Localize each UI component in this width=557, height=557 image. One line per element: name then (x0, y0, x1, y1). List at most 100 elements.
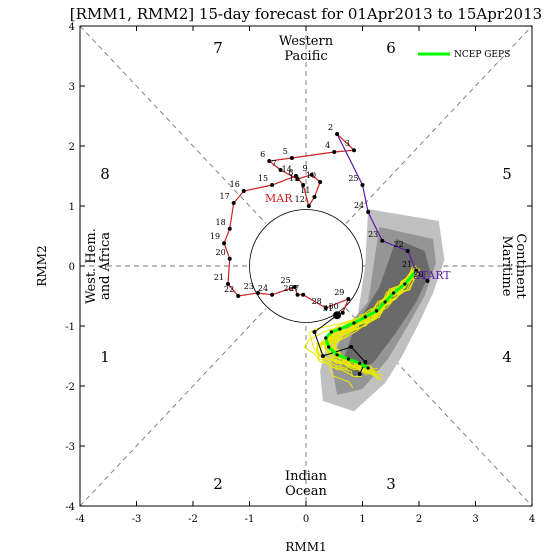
march-day-day-label: 5 (283, 147, 288, 156)
y-tick-label: 4 (69, 22, 75, 33)
march-day-point (255, 291, 260, 295)
march-day-day-label: 12 (295, 195, 305, 204)
march-day-point (312, 195, 317, 199)
march-day-point (227, 256, 232, 261)
ensemble-member-line (325, 268, 419, 376)
ensemble-mean-point (366, 366, 370, 370)
phase-label-2: 2 (213, 475, 223, 493)
march-day-day-label: 2 (328, 123, 333, 132)
analysis-day-point (360, 183, 365, 187)
march-day-day-label: 4 (325, 141, 330, 150)
ensemble-member-line (303, 269, 413, 371)
region-top-line1: Western (279, 34, 334, 49)
march-day-point (309, 172, 314, 177)
ensemble-mean-point (352, 321, 356, 325)
region-bottom-line2: Ocean (285, 484, 327, 499)
x-tick-label: -3 (132, 514, 142, 525)
unit-circle-ring (249, 209, 363, 323)
march-day-day-label: 16 (230, 180, 240, 189)
ensemble-mean-point (358, 361, 362, 365)
region-right-line2: Continent (513, 233, 528, 299)
march-day-day-label: 6 (260, 150, 265, 159)
ensemble-mean-point (346, 357, 350, 361)
march-day-day-label: 25 (281, 276, 291, 285)
april-track-line (313, 314, 366, 375)
x-tick-label: -4 (75, 514, 85, 525)
legend-label: NCEP GEPS (454, 50, 510, 60)
march-day-point (236, 294, 241, 298)
ensemble-mean-point (375, 309, 379, 313)
x-tick-label: 0 (303, 514, 309, 525)
mar-annotation: MAR (265, 192, 293, 205)
current-state-marker (333, 311, 342, 320)
march-day-point (323, 306, 328, 310)
march-day-point (318, 180, 323, 184)
phase-label-7: 7 (213, 39, 223, 57)
ensemble-mean-point (335, 353, 339, 357)
ensemble-mean-point (403, 282, 407, 286)
march-day-day-label: 24 (258, 284, 268, 293)
region-left-line1: West. Hem. (84, 228, 99, 304)
march-day-point (306, 204, 311, 208)
unit-circle (249, 209, 363, 323)
march-day-point (289, 156, 294, 160)
analysis-day-day-label: 24 (354, 201, 364, 210)
march-day-point (346, 297, 351, 301)
x-tick-label: -1 (245, 514, 255, 525)
march-day-day-label: 8 (288, 168, 293, 177)
phase-divider-line (345, 25, 533, 224)
march-day-point (231, 201, 236, 205)
x-tick-label: 4 (529, 514, 535, 525)
april-day-point (320, 354, 325, 358)
start-annotation: START (413, 269, 451, 282)
analysis-day-day-label: 21 (402, 260, 412, 269)
ensemble-mean-point (324, 336, 328, 340)
march-day-day-label: 14 (282, 165, 292, 174)
y-tick-label: 1 (69, 202, 75, 213)
y-tick-label: -3 (65, 442, 75, 453)
phase-divider-line (79, 308, 267, 507)
march-day-point (352, 148, 357, 153)
phase-label-5: 5 (502, 165, 512, 183)
march-day-point (222, 241, 227, 246)
analysis-day-point (366, 210, 371, 214)
march-day-point (226, 282, 231, 286)
march-day-day-label: 7 (271, 159, 276, 168)
march-day-point (270, 183, 275, 187)
phase-label-4: 4 (502, 348, 512, 366)
ensemble-mean-point (329, 330, 334, 334)
march-day-point (295, 177, 300, 181)
phase-label-3: 3 (386, 475, 396, 493)
ensemble-mean (324, 269, 418, 370)
march-day-point (340, 310, 345, 315)
march-day-point (293, 174, 298, 178)
phase-divider-line (79, 25, 267, 224)
march-day-point (332, 150, 337, 154)
y-tick-label: 2 (69, 142, 75, 153)
phase-label-8: 8 (100, 165, 110, 183)
ensemble-member-line (319, 270, 416, 370)
march-day-point (267, 159, 272, 163)
march-day-day-label: 11 (300, 186, 310, 195)
march-day-point (227, 226, 232, 231)
phase-label-1: 1 (100, 348, 110, 366)
march-day-day-label: 17 (219, 192, 229, 201)
march-day-day-label: 27 (289, 284, 299, 293)
march-day-point (295, 292, 300, 297)
march-day-day-label: 28 (312, 297, 322, 306)
ensemble-mean-point (383, 300, 387, 304)
ensemble-mean-point (363, 315, 367, 319)
march-day-point (301, 183, 306, 187)
march-day-day-label: 30 (329, 302, 339, 311)
march-day-day-label: 22 (224, 285, 234, 294)
march-day-day-label: 13 (289, 174, 299, 183)
ensemble-mean-point (338, 327, 342, 331)
x-tick-label: 2 (416, 514, 422, 525)
ensemble-mean-point (391, 291, 396, 295)
region-bottom-line1: Indian (285, 469, 328, 484)
march-day-day-label: 18 (216, 218, 226, 227)
region-right-line1: Maritime (499, 236, 514, 297)
march-day-day-label: 20 (216, 248, 226, 257)
